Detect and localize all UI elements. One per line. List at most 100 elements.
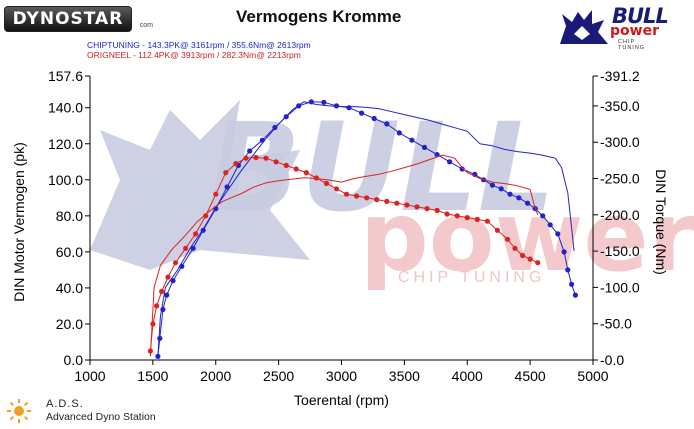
origineel_power-point (263, 155, 269, 161)
origineel_power-point (203, 213, 209, 219)
y-tick-label-left: 60.0 (56, 244, 83, 260)
y-axis-label-right: DIN Torque (Nm) (653, 169, 669, 275)
origineel_power-point (512, 245, 518, 251)
bull-head-icon (560, 10, 608, 44)
chiptuning_power-point (359, 110, 365, 116)
bullpower-logo-power: power (610, 23, 659, 39)
origineel_power-point (374, 197, 380, 203)
origineel_power-point (494, 227, 500, 233)
chiptuning_power-point (547, 222, 553, 228)
chiptuning_power-point (447, 159, 453, 165)
origineel_power-point (253, 154, 259, 161)
chiptuning_power-point (396, 130, 402, 136)
chiptuning_power-point (555, 231, 561, 237)
chiptuning_power-point (157, 335, 163, 341)
origineel_power-point (154, 303, 160, 309)
watermark-tagline-text: CHIP TUNING (398, 269, 545, 286)
origineel_power-point (424, 206, 430, 212)
origineel_power-point (293, 166, 299, 172)
origineel_power-point (394, 200, 400, 206)
origineel_torque-line (149, 154, 539, 357)
chiptuning_power-point (247, 148, 253, 154)
y-tick-label-left: 80.0 (56, 208, 83, 224)
watermark-power-text: power (360, 181, 694, 293)
origineel_power-point (273, 159, 279, 165)
y-tick-label-right: -200.0 (600, 207, 640, 223)
origineel_power-point (323, 180, 329, 186)
chiptuning_power-point (224, 184, 230, 190)
ads-subtitle: Advanced Dyno Station (46, 411, 156, 423)
ads-footer: A.D.S. Advanced Dyno Station (6, 398, 156, 429)
x-tick-label: 1000 (74, 368, 105, 384)
origineel_power-point (520, 252, 526, 259)
y-tick-label-left: 120.0 (48, 136, 83, 152)
chiptuning_power-point (346, 105, 352, 111)
origineel_power-point (484, 218, 490, 224)
watermark-bull-text: BULL (208, 97, 556, 239)
y-tick-label-right: -0.0 (600, 352, 624, 368)
bullpower-logo: BULL power CHIP TUNING (556, 4, 669, 51)
origineel_power-point (474, 216, 480, 222)
chiptuning_power-point (190, 245, 196, 251)
chart-labels: 1000 1500 2000 2500 3000 3500 4000 4500 5000 0.0 2… (11, 68, 669, 408)
origineel_power-point (384, 198, 390, 204)
origineel_power-point (172, 260, 179, 266)
origineel_power-point (354, 193, 360, 199)
y-tick-label-left: 20.0 (56, 316, 83, 332)
y-tick-label-right: -250.0 (600, 171, 640, 187)
chart-axes (85, 75, 598, 365)
chiptuning_power-point (525, 200, 531, 206)
chiptuning_power-point (170, 278, 176, 284)
legend-chiptuning: CHIPTUNING - 143.3PK@ 3161rpm / 355.6Nm@… (87, 40, 311, 50)
chiptuning_power-point (409, 137, 415, 143)
y-tick-label-right: -350.0 (600, 98, 640, 114)
chiptuning_power-point (507, 191, 513, 197)
origineel_power-point (464, 215, 470, 221)
origineel_power-point (165, 274, 171, 280)
y-tick-label-right: -100.0 (600, 279, 640, 295)
chiptuning_power-point (565, 267, 571, 273)
chiptuning_power-point (569, 281, 575, 287)
origineel_power-point (404, 202, 410, 208)
chiptuning_power-point (561, 249, 567, 255)
y-tick-label-left: 0.0 (64, 352, 84, 368)
origineel_power-point (434, 207, 440, 213)
origineel_power-point (343, 191, 350, 197)
watermark-bull-icon (90, 100, 310, 270)
x-tick-label: 4500 (515, 368, 546, 384)
x-tick-label: 3000 (326, 368, 357, 384)
chiptuning_power-point (540, 213, 546, 219)
y-tick-label-left: 40.0 (56, 280, 83, 296)
bullpower-logo-tagline: CHIP TUNING (618, 39, 646, 51)
legend-origineel: ORIGNEEL - 112.4PK@ 3913rpm / 282.3Nm@ 2… (87, 50, 301, 60)
chiptuning_power-point (384, 121, 390, 127)
origineel_power-point (333, 186, 340, 192)
origineel_power-point (454, 213, 460, 219)
y-tick-label-right: -50.0 (600, 316, 632, 332)
ads-name: A.D.S. (46, 398, 84, 410)
x-tick-label: 3500 (389, 368, 420, 384)
bullpower-logo-bull: BULL (612, 4, 669, 28)
chiptuning_power-point (498, 186, 504, 192)
origineel_power-point (444, 211, 450, 217)
origineel_power-point (243, 155, 249, 161)
chiptuning_power-point (421, 144, 428, 150)
origineel_power-point (414, 204, 420, 210)
chiptuning_power-point (371, 115, 377, 122)
dynostar-logo: DYNOSTAR com (4, 6, 153, 32)
origineel_power-point (223, 170, 229, 176)
origineel_power-point (364, 195, 370, 201)
origineel_power-point (193, 231, 199, 237)
y-tick-label-left: 100.0 (48, 172, 83, 188)
chiptuning_power-point (489, 182, 495, 188)
x-tick-label: 5000 (577, 368, 608, 384)
origineel_power-point (303, 170, 309, 176)
chart-title: Vermogens Kromme (236, 7, 402, 26)
y-tick-label-right: -391.2 (600, 68, 640, 84)
chiptuning_power-point (516, 195, 522, 201)
origineel_power-point (159, 288, 165, 295)
chiptuning_power-point (321, 99, 327, 105)
origineel_power-point (233, 161, 239, 167)
